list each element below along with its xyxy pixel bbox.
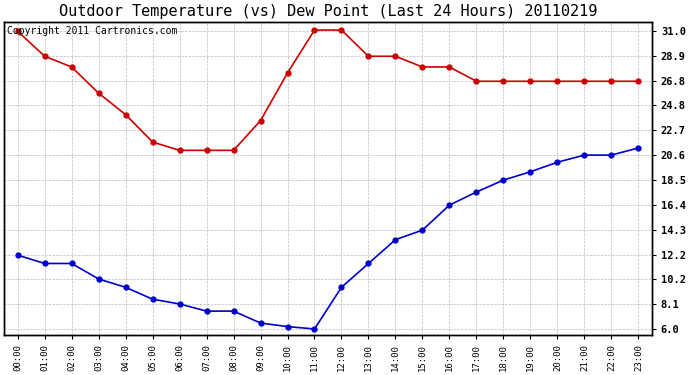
Title: Outdoor Temperature (vs) Dew Point (Last 24 Hours) 20110219: Outdoor Temperature (vs) Dew Point (Last… [59, 4, 597, 19]
Text: Copyright 2011 Cartronics.com: Copyright 2011 Cartronics.com [8, 26, 178, 36]
